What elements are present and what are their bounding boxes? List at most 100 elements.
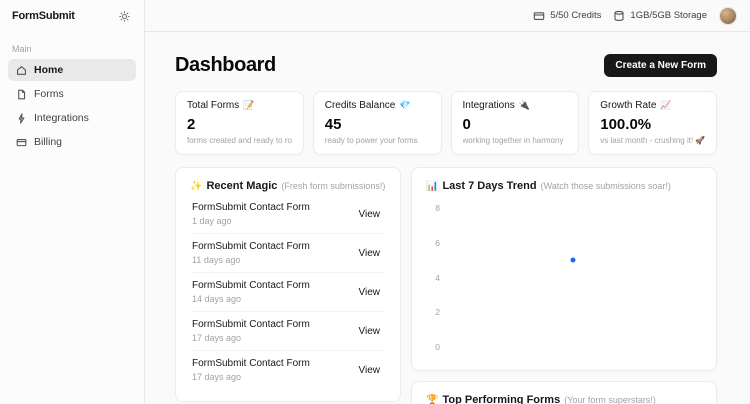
stat-card-total-forms: Total Forms 📝 2 forms created and ready … [175,91,304,155]
plug-emoji-icon: 🔌 [518,100,530,110]
panel-title: Recent Magic [206,180,278,192]
sidebar: FormSubmit Main [0,0,145,404]
stat-label: Integrations 🔌 [462,100,530,111]
stat-card-credits-balance: Credits Balance 💎 45 ready to power your… [312,91,442,155]
submission-form-name: FormSubmit Contact Form [192,358,310,369]
sidebar-item-forms[interactable]: Forms [8,83,136,105]
home-icon [16,65,27,76]
panel-subtitle: (Fresh form submissions!) [281,181,386,191]
submission-time: 1 day ago [192,216,232,226]
submission-time: 14 days ago [192,294,242,304]
y-tick: 2 [435,307,440,318]
create-form-button[interactable]: Create a New Form [604,54,717,77]
stats-row: Total Forms 📝 2 forms created and ready … [175,91,717,155]
trend-chart: 8 6 4 2 0 [426,204,702,352]
stat-card-growth-rate: Growth Rate 📈 100.0% vs last month - cru… [588,91,717,155]
sidebar-item-billing[interactable]: Billing [8,131,136,153]
recent-item: FormSubmit Contact Form 1 day ago View [190,195,386,234]
app-logo: FormSubmit [12,10,75,22]
dashboard-content: Dashboard Create a New Form Total Forms … [145,32,750,404]
submission-form-name: FormSubmit Contact Form [192,202,310,213]
storage-badge: 1GB/5GB Storage [613,10,707,22]
chart-point [570,257,576,262]
sun-icon [119,10,130,22]
storage-text: 1GB/5GB Storage [630,10,707,21]
plug-icon [16,112,27,124]
stat-subtext: forms created and ready to roll! [187,136,292,145]
stat-subtext: ready to power your forms [324,136,418,145]
user-avatar[interactable] [719,6,737,25]
sidebar-section-label: Main [12,44,32,54]
topbar: 5/50 Credits 1GB/5GB Storage [145,0,750,32]
submission-form-name: FormSubmit Contact Form [192,319,310,330]
chart-plot-area [450,204,702,352]
panel-subtitle: (Your form superstars!) [564,395,656,404]
bar-chart-emoji-icon: 📊 [426,181,439,192]
page-title: Dashboard [175,54,276,76]
sidebar-header: FormSubmit [0,0,144,32]
memo-emoji-icon: 📝 [243,100,255,110]
submission-time: 17 days ago [192,333,242,343]
gem-emoji-icon: 💎 [399,100,411,110]
stat-label: Growth Rate 📈 [600,100,672,111]
panel-header: 🏆 Top Performing Forms (Your form supers… [426,394,702,404]
view-submission-button[interactable]: View [355,207,385,222]
stat-label: Credits Balance 💎 [324,100,411,111]
panel-subtitle: (Watch those submissions soar!) [540,181,671,191]
credits-text: 5/50 Credits [550,10,602,21]
chart-up-emoji-icon: 📈 [660,100,672,110]
sidebar-item-label: Integrations [34,112,89,124]
recent-submissions-panel: ✨ Recent Magic (Fresh form submissions!)… [175,167,401,402]
panel-title: Last 7 Days Trend [442,180,537,192]
y-tick: 6 [435,237,440,248]
submission-form-name: FormSubmit Contact Form [192,241,310,252]
view-submission-button[interactable]: View [355,363,385,378]
submission-time: 17 days ago [192,372,242,382]
database-icon [613,10,625,22]
sidebar-item-label: Home [34,64,64,76]
main-column: 5/50 Credits 1GB/5GB Storage Dashboard C… [145,0,750,404]
top-forms-panel: 🏆 Top Performing Forms (Your form supers… [411,381,717,404]
sidebar-item-label: Billing [34,136,63,148]
panel-title: Top Performing Forms [442,394,561,404]
sidebar-item-label: Forms [34,88,64,100]
sparkles-emoji-icon: ✨ [190,181,203,192]
view-submission-button[interactable]: View [355,324,385,339]
stat-value: 2 [187,116,196,133]
trophy-emoji-icon: 🏆 [426,395,439,404]
sidebar-item-integrations[interactable]: Integrations [8,107,136,129]
stat-label: Total Forms 📝 [187,100,255,111]
panel-header: 📊 Last 7 Days Trend (Watch those submiss… [426,180,702,192]
content-header: Dashboard Create a New Form [175,54,717,77]
right-column: 📊 Last 7 Days Trend (Watch those submiss… [411,167,717,404]
stat-subtext: vs last month - crushing it! 🚀 [600,136,705,145]
trend-chart-panel: 📊 Last 7 Days Trend (Watch those submiss… [411,167,717,371]
sidebar-item-home[interactable]: Home [8,59,136,81]
submission-time: 11 days ago [192,255,241,265]
credit-card-icon [533,10,545,22]
y-tick: 8 [435,203,440,213]
recent-item: FormSubmit Contact Form 14 days ago View [190,273,386,312]
recent-item: FormSubmit Contact Form 11 days ago View [190,234,386,273]
view-submission-button[interactable]: View [355,285,385,300]
stat-card-integrations: Integrations 🔌 0 working together in har… [450,91,580,155]
stat-value: 0 [462,116,471,133]
panels-row: ✨ Recent Magic (Fresh form submissions!)… [175,167,717,404]
stat-value: 45 [324,116,342,133]
stat-subtext: working together in harmony [462,136,564,145]
credit-card-icon [16,137,27,148]
recent-item: FormSubmit Contact Form 17 days ago View [190,351,386,389]
recent-submissions-list: FormSubmit Contact Form 1 day ago View F… [190,195,386,389]
sidebar-nav: Home Forms Integrations [0,59,144,153]
submission-form-name: FormSubmit Contact Form [192,280,310,291]
file-icon [16,89,27,100]
y-tick: 4 [435,272,440,283]
chart-y-axis: 8 6 4 2 0 [426,204,440,352]
theme-toggle-button[interactable] [117,9,132,24]
panel-header: ✨ Recent Magic (Fresh form submissions!) [190,180,386,192]
credits-badge: 5/50 Credits [533,10,601,22]
view-submission-button[interactable]: View [355,246,385,261]
recent-item: FormSubmit Contact Form 17 days ago View [190,312,386,351]
y-tick: 0 [435,342,440,352]
